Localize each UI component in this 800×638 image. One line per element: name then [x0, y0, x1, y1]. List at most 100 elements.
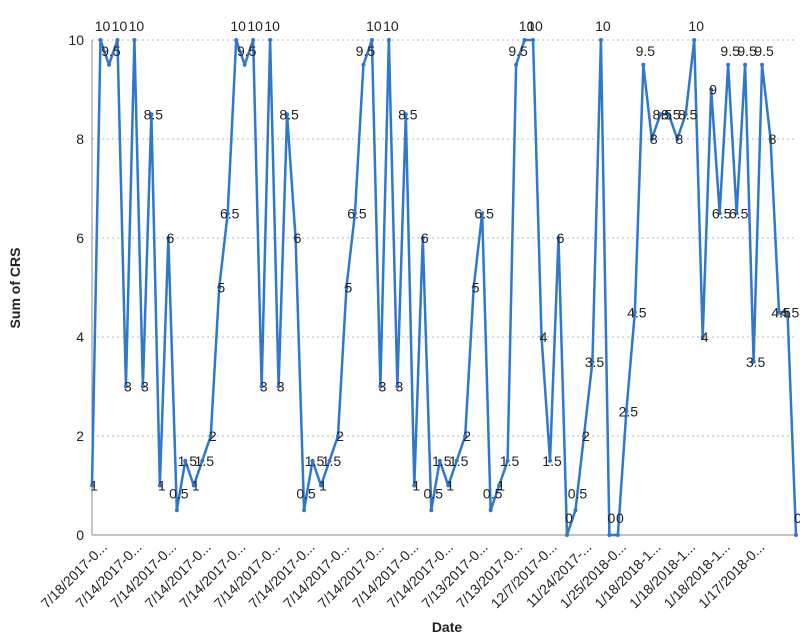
data-point[interactable] — [157, 483, 162, 488]
data-point[interactable] — [734, 211, 739, 216]
data-label: 1.5 — [178, 453, 198, 469]
data-point[interactable] — [352, 211, 357, 216]
data-point[interactable] — [310, 458, 315, 463]
data-point[interactable] — [429, 508, 434, 513]
data-point[interactable] — [607, 533, 612, 537]
data-point[interactable] — [522, 38, 527, 42]
data-point[interactable] — [420, 236, 425, 240]
data-point[interactable] — [598, 38, 603, 42]
data-point[interactable] — [548, 458, 553, 463]
data-point[interactable] — [573, 508, 578, 513]
data-point[interactable] — [285, 112, 290, 117]
data-point[interactable] — [581, 434, 586, 438]
data-point[interactable] — [615, 533, 620, 537]
data-point[interactable] — [658, 112, 663, 117]
data-point[interactable] — [395, 384, 400, 389]
data-point[interactable] — [319, 483, 324, 488]
data-point[interactable] — [251, 38, 256, 42]
data-point[interactable] — [276, 384, 281, 389]
data-point[interactable] — [488, 508, 493, 513]
data-point[interactable] — [641, 62, 646, 67]
data-point[interactable] — [225, 211, 230, 216]
data-label: 10 — [366, 18, 382, 34]
data-point[interactable] — [692, 38, 697, 42]
data-point[interactable] — [505, 458, 510, 463]
data-point[interactable] — [743, 62, 748, 67]
data-label: 9.5 — [508, 43, 528, 59]
data-point[interactable] — [200, 458, 205, 463]
data-point[interactable] — [166, 236, 171, 240]
data-point[interactable] — [327, 458, 332, 463]
data-point[interactable] — [293, 236, 298, 240]
data-point[interactable] — [437, 458, 442, 463]
data-points — [90, 38, 798, 537]
data-label: 10 — [527, 18, 543, 34]
data-point[interactable] — [768, 137, 773, 141]
data-point[interactable] — [777, 310, 782, 315]
data-point[interactable] — [666, 112, 671, 117]
data-point[interactable] — [785, 310, 790, 315]
data-point[interactable] — [700, 335, 705, 339]
data-point[interactable] — [234, 38, 239, 42]
data-point[interactable] — [624, 409, 629, 414]
data-label: 10 — [230, 18, 246, 34]
data-point[interactable] — [564, 533, 569, 537]
data-point[interactable] — [590, 359, 595, 364]
data-point[interactable] — [412, 483, 417, 488]
data-point[interactable] — [539, 335, 544, 339]
data-point[interactable] — [675, 137, 680, 141]
data-point[interactable] — [208, 434, 213, 438]
data-point[interactable] — [497, 483, 502, 488]
data-point[interactable] — [378, 384, 383, 389]
data-point[interactable] — [480, 211, 485, 216]
data-point[interactable] — [90, 483, 94, 488]
data-point[interactable] — [386, 38, 391, 42]
data-point[interactable] — [649, 137, 654, 141]
data-point[interactable] — [369, 38, 374, 42]
data-point[interactable] — [268, 38, 273, 42]
y-tick-label: 6 — [76, 230, 84, 246]
data-point[interactable] — [149, 112, 154, 117]
data-point[interactable] — [335, 434, 340, 438]
data-point[interactable] — [140, 384, 145, 389]
data-point[interactable] — [361, 62, 366, 67]
y-tick-labels: 0 2 4 6 8 10 — [68, 32, 84, 543]
data-label: 1.5 — [305, 453, 325, 469]
data-point[interactable] — [717, 211, 722, 216]
data-point[interactable] — [302, 508, 307, 513]
data-point[interactable] — [794, 533, 798, 537]
data-point[interactable] — [403, 112, 408, 117]
data-point[interactable] — [514, 62, 519, 67]
data-point[interactable] — [344, 285, 349, 290]
data-label: 5 — [345, 280, 353, 296]
data-point[interactable] — [760, 62, 765, 67]
data-point[interactable] — [632, 310, 637, 315]
data-point[interactable] — [217, 285, 222, 290]
data-point[interactable] — [683, 112, 688, 117]
data-point[interactable] — [242, 62, 247, 67]
data-label: 1.5 — [542, 453, 562, 469]
data-label: 2 — [582, 428, 590, 444]
data-label: 3 — [141, 379, 149, 395]
data-point[interactable] — [132, 38, 137, 42]
data-point[interactable] — [454, 458, 459, 463]
data-point[interactable] — [751, 359, 756, 364]
data-label: 2 — [209, 428, 217, 444]
data-point[interactable] — [259, 384, 264, 389]
x-axis-title: Date — [432, 619, 463, 635]
data-point[interactable] — [463, 434, 468, 438]
data-point[interactable] — [174, 508, 179, 513]
data-point[interactable] — [446, 483, 451, 488]
data-point[interactable] — [709, 87, 714, 92]
data-point[interactable] — [726, 62, 731, 67]
data-point[interactable] — [556, 236, 561, 240]
data-point[interactable] — [123, 384, 128, 389]
data-point[interactable] — [106, 62, 111, 67]
data-point[interactable] — [183, 458, 188, 463]
data-point[interactable] — [531, 38, 536, 42]
data-point[interactable] — [115, 38, 120, 42]
data-point[interactable] — [471, 285, 476, 290]
data-point[interactable] — [98, 38, 103, 42]
data-point[interactable] — [191, 483, 196, 488]
